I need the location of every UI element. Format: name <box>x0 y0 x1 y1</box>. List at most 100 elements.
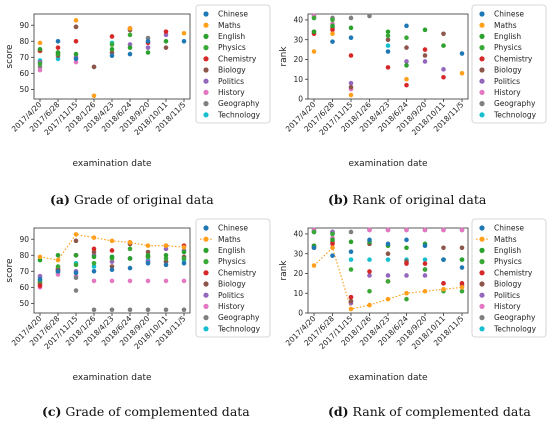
data-point-english <box>55 252 61 258</box>
data-point-history <box>145 278 151 284</box>
data-point-chinese <box>330 39 335 44</box>
data-point-biology <box>422 53 428 58</box>
data-point-biology <box>145 249 151 255</box>
caption-text: Rank of complemented data <box>349 404 532 419</box>
legend-label-english: English <box>494 246 521 255</box>
legend-label-biology: Biology <box>218 66 246 75</box>
data-point-chemistry <box>55 45 61 50</box>
legend-label-maths: Maths <box>494 235 517 244</box>
data-point-english <box>163 38 169 44</box>
data-point-chinese <box>145 38 151 44</box>
data-point-history <box>163 278 169 284</box>
caption-text: Rank of original data <box>349 192 487 207</box>
data-point-geography <box>91 307 97 313</box>
y-tick-label: 60 <box>19 69 29 78</box>
legend-marker-technology <box>479 112 485 118</box>
panel-caption: (a) Grade of original data <box>50 192 214 207</box>
legend-marker-english <box>479 247 485 253</box>
data-point-chemistry <box>73 38 79 44</box>
data-point-technology <box>55 56 61 62</box>
data-point-english <box>73 252 79 258</box>
data-point-chemistry <box>385 65 391 70</box>
caption-letter: (c) <box>42 404 61 419</box>
data-point-maths <box>404 290 409 296</box>
y-tick-label: 80 <box>19 251 29 260</box>
data-point-chinese <box>348 249 354 255</box>
data-point-politics <box>127 42 133 47</box>
data-point-physics <box>459 288 465 294</box>
legend-label-biology: Biology <box>218 280 246 289</box>
data-point-biology <box>404 45 409 50</box>
legend-marker-chemistry <box>203 270 209 276</box>
data-point-biology <box>109 264 115 269</box>
legend-label-chinese: Chinese <box>218 10 248 19</box>
legend-marker-history <box>479 89 485 95</box>
y-tick-label: 10 <box>293 75 303 84</box>
legend-label-chemistry: Chemistry <box>494 54 533 63</box>
data-point-chemistry <box>404 82 409 88</box>
legend-label-chinese: Chinese <box>494 10 524 19</box>
data-point-chinese <box>422 243 428 249</box>
legend-label-physics: Physics <box>218 43 246 52</box>
data-point-history <box>422 227 428 233</box>
data-point-politics <box>367 273 372 278</box>
caption-letter: (b) <box>328 192 349 207</box>
y-tick-label: 90 <box>19 235 29 244</box>
data-point-biology <box>73 24 79 30</box>
legend-label-english: English <box>218 246 245 255</box>
data-point-physics <box>385 33 391 39</box>
data-point-technology <box>91 264 97 269</box>
data-point-chemistry <box>441 74 446 80</box>
data-point-geography <box>348 15 354 21</box>
data-point-politics <box>385 273 391 278</box>
data-point-english <box>348 239 354 245</box>
data-point-english <box>145 50 151 55</box>
data-point-maths <box>404 76 409 82</box>
data-point-chinese <box>55 269 61 274</box>
data-point-english <box>311 29 317 35</box>
legend-marker-chinese <box>479 225 485 231</box>
legend-marker-chinese <box>479 11 485 17</box>
legend-label-politics: Politics <box>494 77 520 86</box>
legend-label-chemistry: Chemistry <box>218 54 257 63</box>
y-tick-label: 40 <box>293 230 303 239</box>
legend-label-history: History <box>494 88 521 97</box>
legend-label-physics: Physics <box>218 257 246 266</box>
data-point-maths <box>311 49 317 54</box>
data-point-biology <box>385 251 391 256</box>
legend-marker-technology <box>203 112 209 118</box>
data-point-physics <box>404 35 409 41</box>
legend-marker-physics <box>203 259 209 265</box>
legend-label-biology: Biology <box>494 66 522 75</box>
y-axis-label: rank <box>279 46 289 67</box>
data-point-maths <box>73 232 79 237</box>
data-point-history <box>459 227 465 233</box>
data-point-chemistry <box>422 261 428 266</box>
data-point-chemistry <box>109 34 115 39</box>
legend-marker-chinese <box>203 225 209 231</box>
data-point-chinese <box>459 51 465 56</box>
legend-marker-maths <box>479 22 485 28</box>
x-axis-label: examination date <box>348 159 428 169</box>
legend-marker-physics <box>203 45 209 51</box>
data-point-physics <box>91 260 97 266</box>
legend-label-english: English <box>494 32 521 41</box>
data-point-history <box>181 278 187 284</box>
legend-label-physics: Physics <box>494 257 522 266</box>
data-point-chemistry <box>367 269 372 274</box>
data-point-maths <box>73 18 79 23</box>
y-tick-label: 60 <box>19 283 29 292</box>
legend-marker-chinese <box>203 11 209 17</box>
data-point-politics <box>109 259 115 264</box>
panel-caption: (c) Grade of complemented data <box>42 404 250 419</box>
data-point-english <box>55 50 61 55</box>
data-point-maths <box>37 40 43 46</box>
legend-label-maths: Maths <box>218 21 241 30</box>
legend-label-chemistry: Chemistry <box>494 268 533 277</box>
legend-label-history: History <box>218 88 245 97</box>
data-point-maths <box>127 26 133 31</box>
legend-frame <box>195 4 271 124</box>
data-point-history <box>73 59 79 65</box>
x-axis-label: examination date <box>72 159 152 169</box>
data-point-chemistry <box>404 261 409 266</box>
